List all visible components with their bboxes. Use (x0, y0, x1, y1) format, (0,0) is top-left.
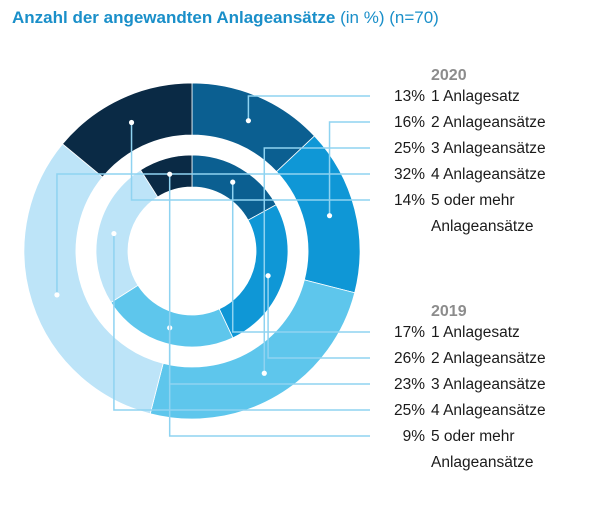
legend-label-2019-3: 3 Anlageansätze (431, 376, 546, 393)
leader-line-2020-3 (263, 147, 370, 374)
leader-dot-2020-5 (128, 119, 135, 126)
leader-line-2020-4 (56, 173, 370, 295)
leader-line-2019-2 (267, 275, 370, 359)
leader-line-2020-2 (328, 121, 370, 216)
slice-2019-5 (140, 154, 193, 198)
legend-value-2019-4: 25% (394, 402, 425, 419)
leader-dot-2020-4 (54, 292, 60, 298)
leader-dot-2019-2 (265, 273, 271, 279)
leader-line-2020-1 (247, 95, 370, 121)
leader-dot-2020-2 (326, 213, 333, 219)
leader-dot-2020-3 (261, 370, 267, 376)
legend-label-2020-3: 3 Anlageansätze (431, 140, 546, 157)
chart-title-sub: (in %) (n=70) (335, 8, 439, 27)
chart-title-main: Anzahl der angewandten Anlageansätze (12, 8, 336, 27)
legend-label-2020-5: 5 oder mehr (431, 192, 515, 209)
legend-value-2019-1: 17% (394, 324, 425, 341)
year-label-2019: 2019 (431, 303, 467, 320)
year-label-2020: 2020 (431, 67, 467, 84)
leader-dot-2020-1 (245, 118, 251, 124)
leader-line-2020-5 (130, 122, 370, 201)
legend-value-2019-5: 9% (403, 428, 426, 445)
legend-label-2019-5: 5 oder mehr (431, 428, 515, 445)
slice-2019-2 (218, 204, 289, 339)
leader-line-2019-4 (113, 233, 370, 411)
legend-label-2020-2: 2 Anlageansätze (431, 114, 546, 131)
slice-2019-4 (95, 169, 159, 303)
legend-label-2020-1: 1 Anlagesatz (431, 88, 520, 105)
leader-line-2019-5 (168, 174, 370, 437)
slice-2019-3 (110, 284, 234, 348)
leader-dot-2019-5 (167, 171, 173, 177)
legend-value-2019-2: 26% (394, 350, 425, 367)
leader-dot-2019-1 (230, 179, 236, 185)
slice-2019-1 (191, 154, 277, 221)
legend-value-2020-2: 16% (394, 114, 425, 131)
legend-label-2020-4: 4 Anlageansätze (431, 166, 546, 183)
legend: 2020 13% 1 Anlagesatz 16% 2 Anlageansätze 25%… (394, 67, 546, 471)
legend-value-2020-4: 32% (394, 166, 425, 183)
chart-title: Anzahl der angewandten Anlageansätze (in… (12, 8, 439, 28)
donut-rings (23, 82, 361, 420)
leader-dot-2019-4 (111, 230, 117, 237)
slice-2020-2 (275, 135, 361, 294)
slice-2020-4 (23, 143, 164, 415)
legend-value-2020-3: 25% (394, 140, 425, 157)
leader-line-2019-1 (231, 182, 370, 333)
slice-2020-5 (61, 82, 193, 178)
legend-label-2019-5-line2: Anlageansätze (431, 454, 534, 471)
legend-label-2019-4: 4 Anlageansätze (431, 402, 546, 419)
legend-value-2020-1: 13% (394, 88, 425, 105)
legend-value-2020-5: 14% (394, 192, 425, 209)
legend-label-2019-2: 2 Anlageansätze (431, 350, 546, 367)
leader-lines (54, 95, 370, 437)
legend-value-2019-3: 23% (394, 376, 425, 393)
legend-label-2019-1: 1 Anlagesatz (431, 324, 520, 341)
legend-label-2020-5-line2: Anlageansätze (431, 218, 534, 235)
